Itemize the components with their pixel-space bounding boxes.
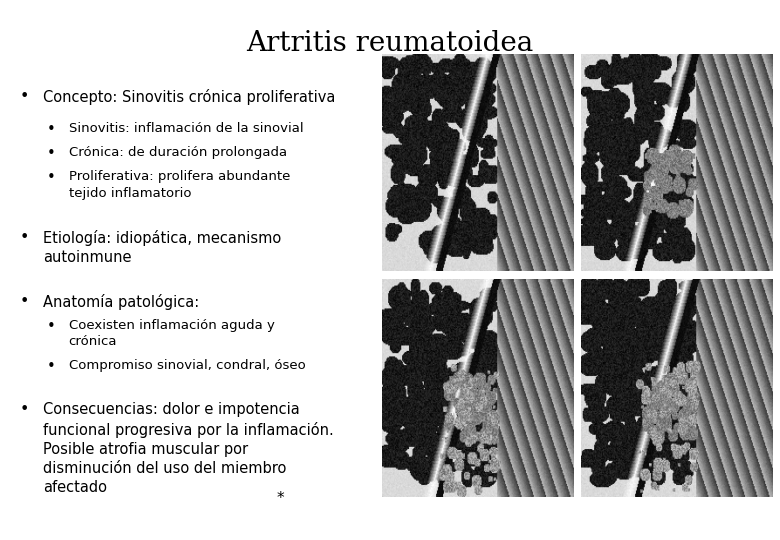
Text: Compromiso sinovial, condral, óseo: Compromiso sinovial, condral, óseo [69, 359, 306, 372]
Text: •: • [47, 359, 55, 374]
Text: Artritis reumatoidea: Artritis reumatoidea [246, 30, 534, 57]
Text: •: • [47, 170, 55, 185]
Text: Etiología: idiopática, mecanismo
autoinmune: Etiología: idiopática, mecanismo autoinm… [43, 230, 281, 265]
Text: Proliferativa: prolifera abundante
tejido inflamatorio: Proliferativa: prolifera abundante tejid… [69, 170, 290, 200]
Text: •: • [20, 294, 29, 309]
Text: Crónica: de duración prolongada: Crónica: de duración prolongada [69, 146, 287, 159]
Text: •: • [20, 402, 29, 417]
Text: *: * [277, 491, 285, 506]
Text: •: • [47, 146, 55, 161]
Text: •: • [20, 230, 29, 245]
Text: Coexisten inflamación aguda y
crónica: Coexisten inflamación aguda y crónica [69, 319, 275, 348]
Text: •: • [47, 122, 55, 137]
Text: •: • [20, 89, 29, 104]
Text: •: • [47, 319, 55, 334]
Text: Sinovitis: inflamación de la sinovial: Sinovitis: inflamación de la sinovial [69, 122, 303, 134]
Text: Consecuencias: dolor e impotencia
funcional progresiva por la inflamación.
Posib: Consecuencias: dolor e impotencia funcio… [43, 402, 334, 496]
Text: Anatomía patológica:: Anatomía patológica: [43, 294, 199, 310]
Text: Concepto: Sinovitis crónica proliferativa: Concepto: Sinovitis crónica proliferativ… [43, 89, 335, 105]
